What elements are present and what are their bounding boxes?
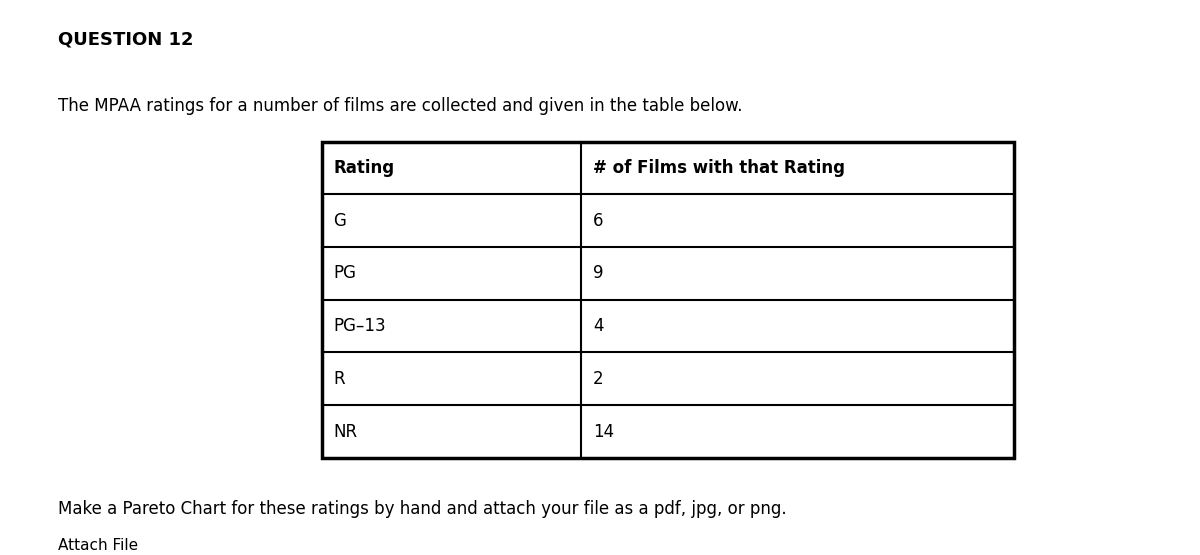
Text: PG: PG [334, 264, 356, 282]
Bar [322, 142, 1014, 458]
Text: QUESTION 12: QUESTION 12 [58, 31, 193, 48]
Text: Attach File: Attach File [58, 538, 138, 553]
Text: Make a Pareto Chart for these ratings by hand and attach your file as a pdf, jpg: Make a Pareto Chart for these ratings by… [58, 500, 786, 517]
Text: 4: 4 [593, 317, 604, 335]
Text: NR: NR [334, 422, 358, 441]
Text: R: R [334, 370, 346, 388]
Text: # of Films with that Rating: # of Films with that Rating [593, 159, 845, 177]
Text: 6: 6 [593, 211, 604, 230]
Text: The MPAA ratings for a number of films are collected and given in the table belo: The MPAA ratings for a number of films a… [58, 97, 742, 115]
Text: Rating: Rating [334, 159, 395, 177]
Text: PG–13: PG–13 [334, 317, 386, 335]
Text: 2: 2 [593, 370, 604, 388]
Text: 14: 14 [593, 422, 614, 441]
Text: G: G [334, 211, 347, 230]
Text: 9: 9 [593, 264, 604, 282]
